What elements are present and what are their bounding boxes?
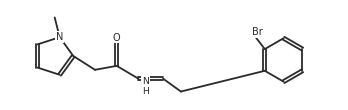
Text: N: N — [56, 32, 63, 42]
Text: O: O — [113, 33, 120, 43]
Text: Br: Br — [252, 27, 262, 37]
Text: N
H: N H — [142, 77, 149, 96]
